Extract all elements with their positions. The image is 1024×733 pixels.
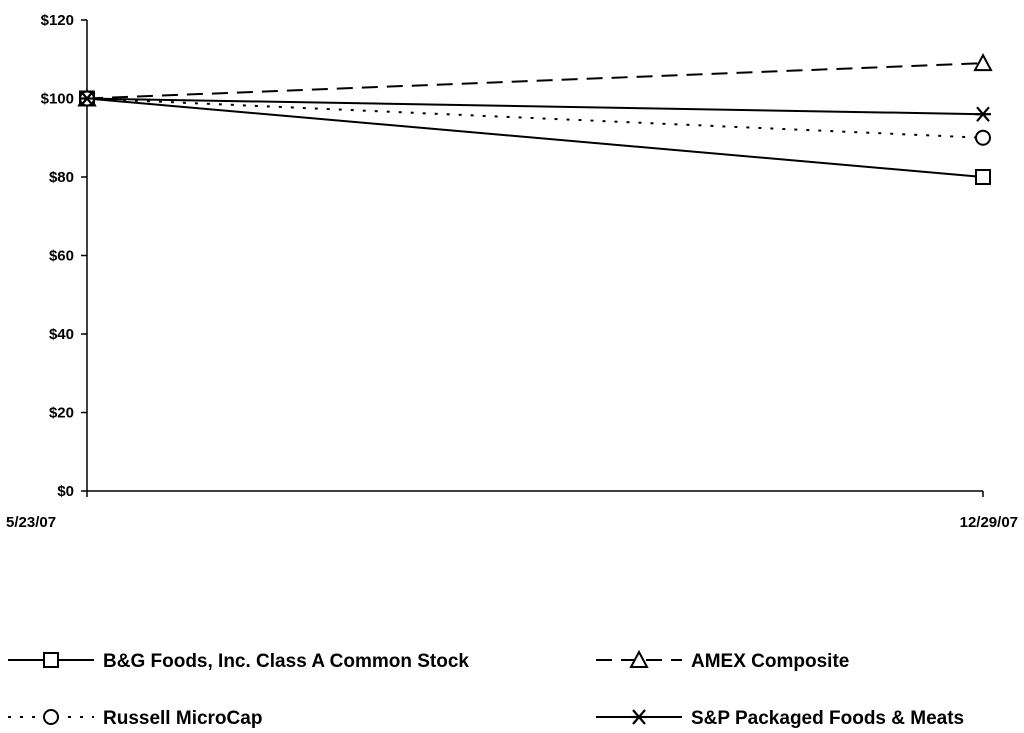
legend-asterisk-icon [631,709,647,725]
legend-item-1: AMEX Composite [596,649,849,672]
legend: B&G Foods, Inc. Class A Common Stock AMEX… [8,649,964,729]
y-tick-label: $20 [49,405,74,422]
y-tick-label: $40 [49,326,74,343]
x-tick-label: 5/23/07 [6,514,56,531]
y-tick-label: $60 [49,248,74,265]
series-lines [86,62,984,178]
series-point-3-0 [79,90,95,107]
legend-circle-icon [43,709,59,725]
legend-triangle-icon [629,649,649,668]
y-tick-label: $80 [49,169,74,186]
legend-item-2: Russell MicroCap [8,708,262,729]
y-axis-ticks: $0 $20 $40 $60 $80 $100 $120 [41,12,87,500]
legend-label: AMEX Composite [691,651,849,672]
series-line-1 [86,62,984,100]
series-point-0-1 [975,169,991,185]
legend-item-3: S&P Packaged Foods & Meats [596,708,964,729]
x-tick-label: 12/29/07 [960,514,1018,531]
legend-label: Russell MicroCap [103,708,262,729]
series-point-1-1 [973,53,993,72]
y-tick-label: $120 [41,12,74,29]
y-tick-label: $100 [41,91,74,108]
series-point-3-1 [975,106,991,122]
series-point-2-1 [975,129,991,146]
x-axis-ticks: 5/23/07 12/29/07 [6,491,1018,531]
series-markers [77,53,993,185]
legend-item-0: B&G Foods, Inc. Class A Common Stock [8,651,469,672]
series-line-0 [86,97,984,178]
series-line-3 [86,97,984,116]
legend-label: S&P Packaged Foods & Meats [691,708,964,729]
legend-label: B&G Foods, Inc. Class A Common Stock [103,651,469,672]
y-tick-label: $0 [57,483,74,500]
series-line-2 [86,97,984,139]
legend-square-icon [43,652,59,668]
chart-axes [86,20,983,492]
